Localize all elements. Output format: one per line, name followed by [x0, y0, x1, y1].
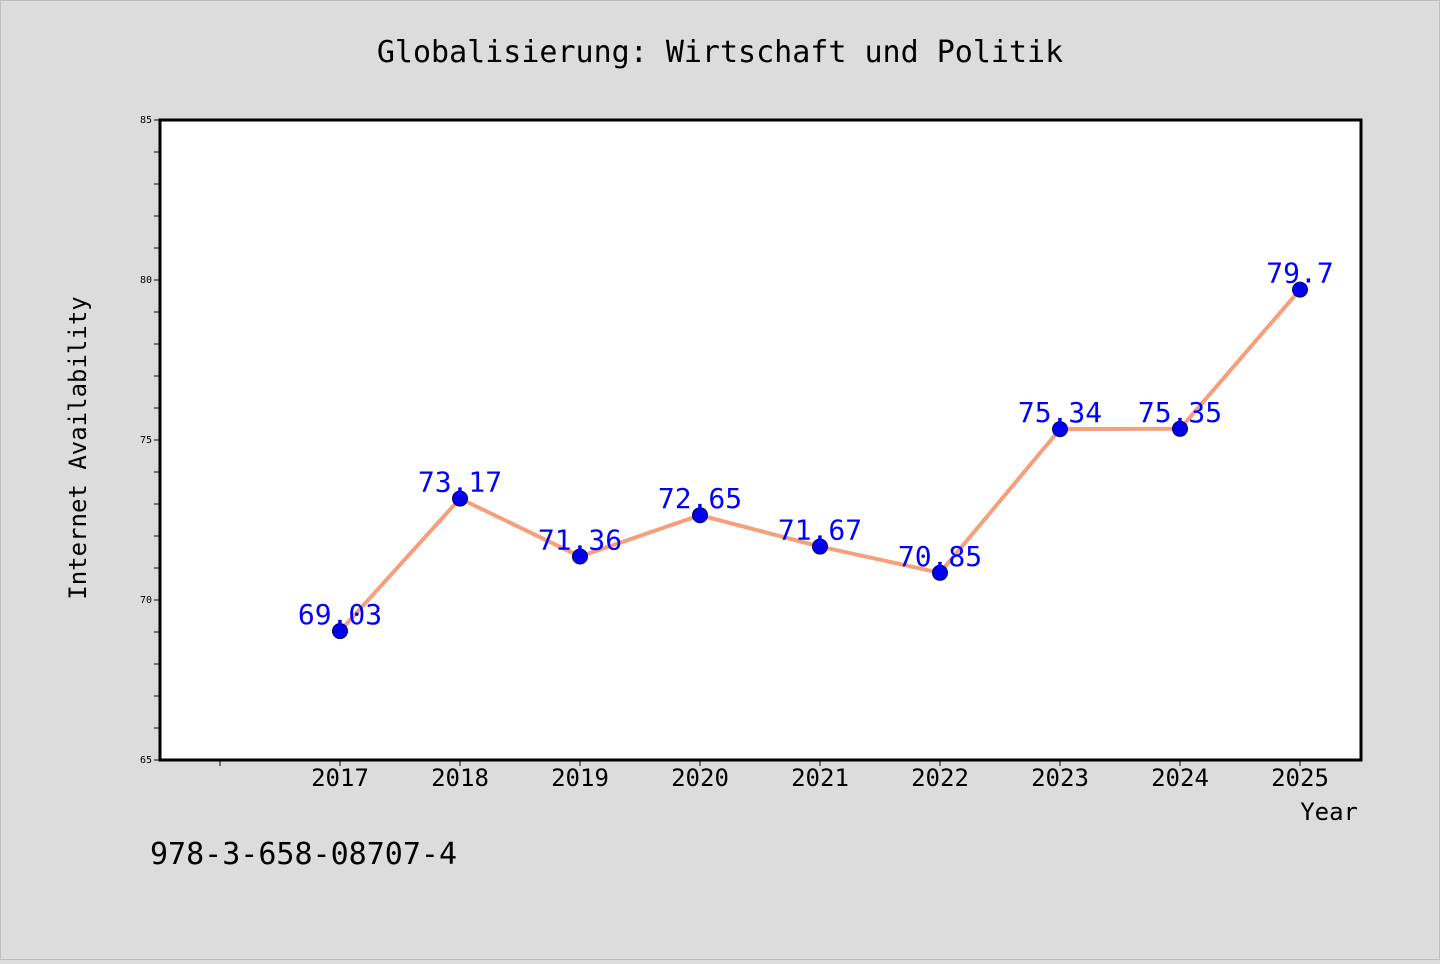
y-tick-label: 65 [140, 755, 152, 766]
data-point-marker [1172, 420, 1188, 437]
data-label: 75.34 [1018, 396, 1102, 429]
plot-area [158, 118, 1363, 762]
series-layer: 69.03 73.17 71.36 72.65 71.67 70.85 75.34 75.35… [298, 257, 1334, 640]
x-axis-label: Year [1300, 798, 1358, 826]
chart-title: Globalisierung: Wirtschaft und Politik [377, 35, 1063, 70]
data-label: 70.85 [898, 540, 982, 573]
data-point-marker [1292, 281, 1308, 298]
data-point-marker [452, 490, 468, 507]
y-tick-label: 70 [140, 595, 152, 606]
data-point-marker [572, 548, 588, 565]
data-label: 71.67 [778, 514, 862, 547]
y-tick-label: 80 [140, 275, 152, 286]
x-tick-label: 2017 [311, 764, 369, 792]
isbn-text: 978-3-658-08707-4 [150, 837, 457, 872]
x-tick-label: 2020 [671, 764, 729, 792]
data-label: 69.03 [298, 598, 382, 631]
data-label: 73.17 [418, 466, 502, 499]
data-label: 72.65 [658, 482, 742, 515]
x-tick-label: 2024 [1151, 764, 1209, 792]
x-tick-label: 2018 [431, 764, 489, 792]
data-label: 71.36 [538, 523, 622, 556]
data-label: 79.7 [1266, 257, 1333, 290]
x-tick-label: 2023 [1031, 764, 1089, 792]
y-axis-label: Internet Availability [64, 296, 92, 599]
data-label: 75.35 [1138, 396, 1222, 429]
y-axis-ticks: 65 70 75 80 85 [140, 115, 160, 766]
data-point-marker [692, 507, 708, 524]
x-tick-label: 2025 [1271, 764, 1329, 792]
x-tick-label: 2021 [791, 764, 849, 792]
x-tick-label: 2019 [551, 764, 609, 792]
data-point-marker [1052, 421, 1068, 438]
data-point-marker [812, 538, 828, 555]
data-point-marker [932, 564, 948, 581]
x-axis-ticks: 2017 2018 2019 2020 2021 2022 2023 2024 2025 [219, 760, 1329, 792]
x-tick-label: 2022 [911, 764, 969, 792]
data-point-marker [332, 623, 348, 640]
y-tick-label: 85 [140, 115, 152, 126]
y-tick-label: 75 [140, 435, 152, 446]
